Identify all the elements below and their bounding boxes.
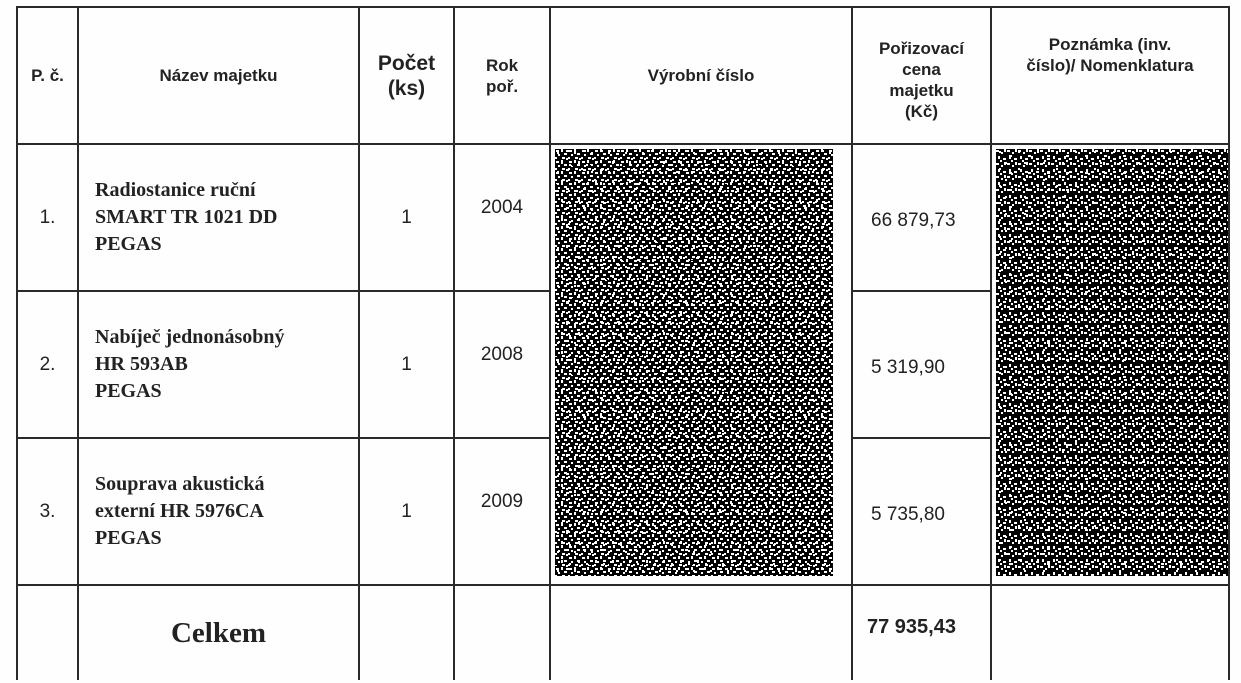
table-row: 1. Radiostanice ruční SMART TR 1021 DD PEG…	[16, 143, 1230, 586]
header-rok-line-1: Rok	[485, 55, 519, 75]
header-cena-line-4: (Kč)	[904, 101, 939, 121]
header-cena-line-3: majetku	[889, 80, 954, 100]
row-3-name-line-1: Souprava akustická	[95, 473, 265, 495]
row-1-pc: 1.	[16, 143, 79, 292]
row-1-name-line-2: SMART TR 1021 DD	[95, 206, 278, 228]
row-3-name-line-2: externí HR 5976CA	[95, 500, 264, 522]
header-poznamka: Poznámka (inv. číslo)/ Nomenklatura	[990, 6, 1230, 145]
header-rok: Rok poř.	[453, 6, 551, 145]
table-row: 2. Nabíječ jednonásobný HR 593AB PEGAS 1 2…	[16, 290, 1229, 439]
row-2-pocet: 1	[358, 290, 455, 439]
row-2-name-line-3: PEGAS	[95, 380, 162, 402]
row-1-name: Radiostanice ruční SMART TR 1021 DD PEGAS	[77, 143, 360, 292]
header-cena: Pořizovací cena majetku (Kč)	[851, 6, 992, 145]
header-row: P. č. Název majetku Počet (ks) Rok poř. Vý…	[16, 6, 1230, 145]
row-2-name: Nabíječ jednonásobný HR 593AB PEGAS	[77, 290, 360, 439]
row-2-name-line-1: Nabíječ jednonásobný	[95, 326, 285, 348]
header-nazev: Název majetku	[77, 6, 360, 145]
serial-number-redacted	[549, 143, 853, 586]
total-poznamka-empty	[990, 584, 1230, 680]
row-2-name-line-2: HR 593AB	[95, 353, 188, 375]
row-3-name-line-3: PEGAS	[95, 527, 162, 549]
row-2-cena: 5 319,90	[851, 290, 992, 439]
row-3-rok: 2009	[453, 437, 551, 586]
total-row: Celkem 77 935,43	[16, 584, 1230, 680]
row-2-rok: 2008	[453, 290, 551, 439]
total-rok-empty	[453, 584, 551, 680]
header-cena-line-1: Pořizovací	[878, 38, 965, 58]
total-vyrobni-empty	[549, 584, 853, 680]
row-1-pocet: 1	[358, 143, 455, 292]
row-3-pocet: 1	[358, 437, 455, 586]
total-pocet-empty	[358, 584, 455, 680]
total-value: 77 935,43	[851, 584, 992, 680]
header-poznamka-line-2: číslo)/ Nomenklatura	[1026, 56, 1194, 75]
table-row: 3. Souprava akustická externí HR 5976CA PE…	[16, 437, 1229, 586]
redaction-noise-note	[996, 149, 1228, 576]
row-1-name-line-3: PEGAS	[95, 233, 162, 255]
header-poznamka-line-1: Poznámka (inv.	[1048, 35, 1172, 54]
redaction-noise-serial	[555, 149, 833, 576]
header-pocet: Počet (ks)	[358, 6, 455, 145]
row-1-name-line-1: Radiostanice ruční	[95, 179, 256, 201]
header-rok-line-2: poř.	[485, 76, 519, 96]
header-pc: P. č.	[16, 6, 79, 145]
row-1-rok: 2004	[453, 143, 551, 292]
note-redacted	[990, 143, 1230, 586]
header-cena-line-2: cena	[902, 59, 941, 79]
row-1-cena: 66 879,73	[851, 143, 992, 292]
row-3-cena: 5 735,80	[851, 437, 992, 586]
header-pocet-line-1: Počet	[377, 51, 436, 75]
total-pc-empty	[16, 584, 79, 680]
row-2-pc: 2.	[16, 290, 79, 439]
asset-table: P. č. Název majetku Počet (ks) Rok poř. Vý…	[16, 6, 1230, 680]
row-3-pc: 3.	[16, 437, 79, 586]
header-pocet-line-2: (ks)	[387, 76, 426, 100]
total-label: Celkem	[77, 584, 360, 680]
row-3-name: Souprava akustická externí HR 5976CA PEGAS	[77, 437, 360, 586]
header-vyrobni: Výrobní číslo	[549, 6, 853, 145]
